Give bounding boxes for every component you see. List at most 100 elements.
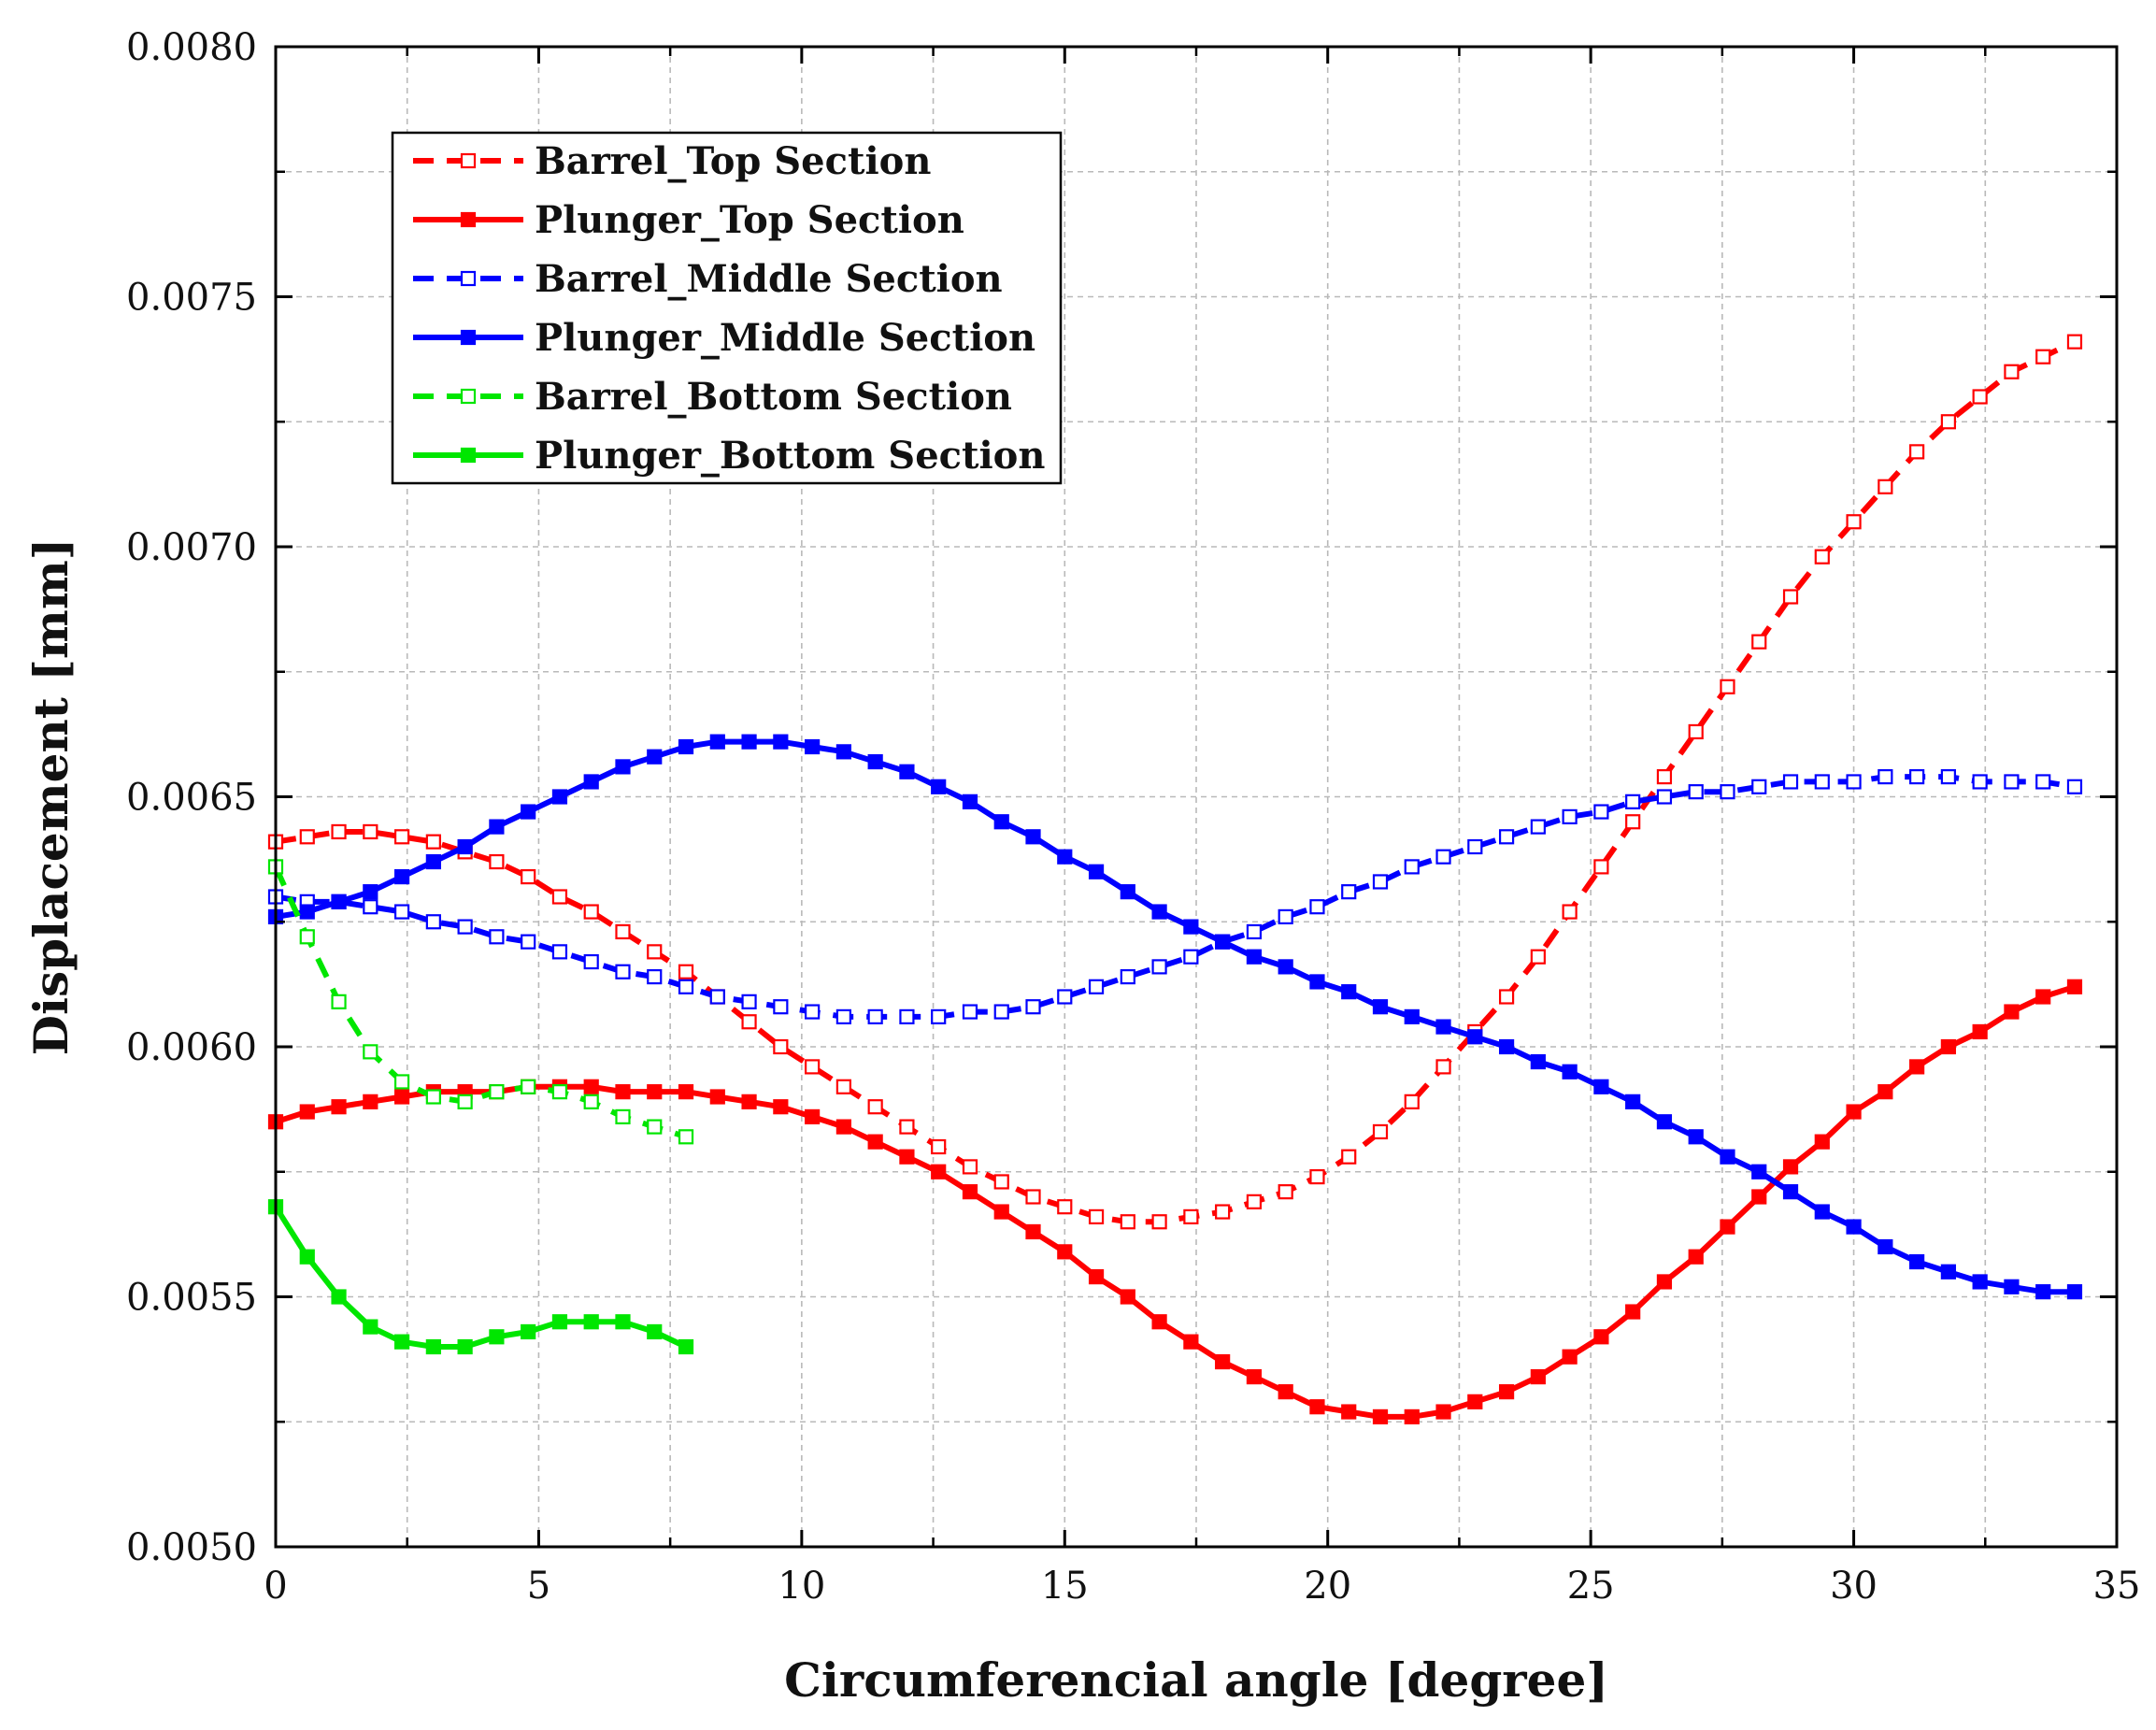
data-point <box>1215 1353 1231 1370</box>
data-point <box>363 1044 378 1060</box>
data-point <box>1372 874 1389 890</box>
data-point <box>867 1099 883 1115</box>
data-point <box>1593 1079 1609 1094</box>
data-point <box>1846 1219 1862 1235</box>
data-point <box>931 1008 947 1025</box>
data-point <box>1530 949 1546 965</box>
data-point <box>678 979 694 994</box>
data-point <box>962 1184 978 1200</box>
data-point <box>805 1108 821 1125</box>
data-point <box>1151 1314 1167 1330</box>
data-point <box>1593 1329 1609 1345</box>
data-point <box>1309 899 1325 915</box>
data-point <box>489 1084 505 1100</box>
data-point <box>805 738 821 755</box>
data-point <box>1625 1094 1641 1109</box>
data-point <box>741 1014 757 1030</box>
data-point <box>678 1084 694 1100</box>
data-point <box>489 819 505 835</box>
y-tick-label: 0.0070 <box>126 526 257 569</box>
data-point <box>425 1338 441 1355</box>
data-point <box>1751 1164 1767 1180</box>
data-point <box>1878 768 1893 785</box>
series-plunger-middle-section <box>267 734 2083 1300</box>
data-point <box>521 868 536 885</box>
x-tick-label: 25 <box>1567 1565 1615 1608</box>
data-point <box>1940 768 1956 785</box>
data-point <box>583 1314 599 1330</box>
data-point <box>1562 904 1578 920</box>
data-point <box>1341 884 1357 900</box>
data-point <box>1530 819 1546 835</box>
data-point <box>1498 1384 1515 1400</box>
data-point <box>1467 838 1483 855</box>
data-point <box>2066 979 2083 994</box>
data-point <box>1656 768 1673 785</box>
data-point <box>393 1334 410 1350</box>
x-tick-label: 30 <box>1830 1565 1878 1608</box>
data-point <box>299 929 315 945</box>
data-point <box>393 904 410 920</box>
data-point <box>678 964 694 979</box>
data-point <box>899 1119 915 1135</box>
data-point <box>1846 514 1862 530</box>
data-point <box>1120 1289 1135 1305</box>
data-point <box>583 1079 599 1094</box>
series-plunger-bottom-section <box>267 1199 694 1355</box>
data-point <box>1057 849 1073 865</box>
data-point <box>1278 908 1293 925</box>
x-axis-title: Circumferencial angle [degree] <box>784 1652 1608 1708</box>
data-point <box>489 853 505 870</box>
data-point <box>521 1323 536 1340</box>
data-point <box>647 1119 663 1135</box>
data-point <box>1183 919 1199 935</box>
y-tick-label: 0.0080 <box>126 26 257 69</box>
data-point <box>363 899 378 915</box>
data-point <box>2066 779 2083 794</box>
data-point <box>363 1094 378 1109</box>
data-point <box>489 1329 505 1345</box>
data-point <box>1688 784 1704 800</box>
data-point <box>551 889 568 905</box>
legend-label: Barrel_Middle Section <box>535 257 1003 301</box>
data-point <box>709 734 725 750</box>
data-point <box>551 789 568 805</box>
data-point <box>647 1084 663 1100</box>
data-point <box>583 1094 599 1109</box>
data-point <box>1751 634 1767 650</box>
data-point <box>1909 1253 1925 1270</box>
y-axis-title: Displacement [mm] <box>23 538 79 1056</box>
data-point <box>1404 1094 1420 1109</box>
data-point <box>741 994 757 1009</box>
data-point <box>931 1138 947 1155</box>
data-point <box>867 1008 883 1025</box>
data-point <box>457 838 473 855</box>
data-point <box>993 1174 1009 1190</box>
legend-marker <box>460 329 477 346</box>
data-point <box>331 1099 347 1115</box>
data-point <box>647 749 663 765</box>
data-point <box>1088 979 1105 994</box>
data-point <box>709 989 725 1005</box>
data-point <box>1151 1214 1167 1230</box>
data-point <box>1688 723 1704 740</box>
data-point <box>1341 1404 1357 1420</box>
data-point <box>1782 1159 1799 1175</box>
data-point <box>1878 1238 1893 1255</box>
y-tick-label: 0.0050 <box>126 1526 257 1569</box>
data-point <box>331 894 347 909</box>
data-point <box>678 1129 694 1145</box>
data-point <box>1878 479 1893 494</box>
data-point <box>489 929 505 945</box>
series-line <box>275 738 2075 1295</box>
data-point <box>2035 1284 2051 1300</box>
legend: Barrel_Top Section Plunger_Top Section Bar… <box>391 131 1063 485</box>
data-point <box>1625 794 1641 809</box>
data-point <box>773 1038 789 1055</box>
y-tick-label: 0.0055 <box>126 1277 257 1320</box>
y-tick-labels: 0.0050 0.0055 0.0060 0.0065 0.0070 0.0075 0.00… <box>126 26 257 1569</box>
data-point <box>551 1084 568 1100</box>
data-point <box>393 1089 410 1105</box>
x-tick-labels: 0 5 10 15 20 25 30 35 <box>264 1565 2140 1608</box>
data-point <box>993 1204 1009 1220</box>
